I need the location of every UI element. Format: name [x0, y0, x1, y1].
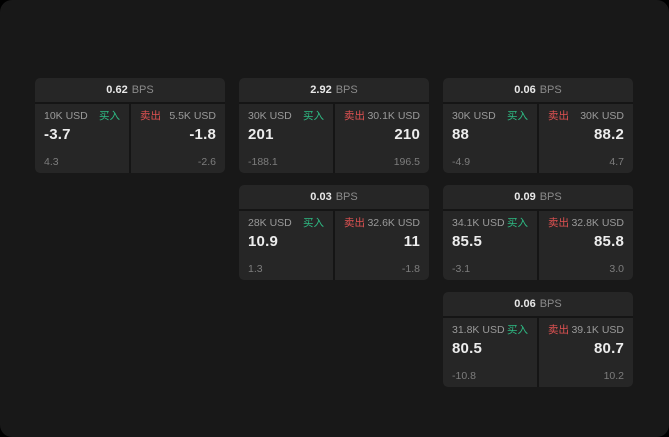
sell-amount: 32.6K USD — [367, 217, 420, 229]
sell-panel[interactable]: 卖出 32.6K USD 11 -1.8 — [335, 211, 429, 280]
spread-header: 0.06 BPS — [443, 292, 633, 316]
quote-grid: 0.62 BPS 10K USD 买入 -3.7 4.3 卖出 5.5K USD… — [35, 78, 633, 387]
sell-amount: 30K USD — [580, 110, 624, 122]
sell-panel[interactable]: 卖出 39.1K USD 80.7 10.2 — [539, 318, 633, 387]
spread-unit: BPS — [335, 84, 358, 96]
buy-panel[interactable]: 28K USD 买入 10.9 1.3 — [239, 211, 333, 280]
buy-change: 4.3 — [44, 155, 59, 168]
sell-button[interactable]: 卖出 — [548, 110, 569, 122]
spread-unit: BPS — [539, 298, 562, 310]
buy-change: -4.9 — [452, 155, 471, 168]
spread-value: 0.06 — [514, 84, 536, 96]
quote-body: 10K USD 买入 -3.7 4.3 卖出 5.5K USD -1.8 -2.… — [35, 104, 225, 173]
quote-body: 31.8K USD 买入 80.5 -10.8 卖出 39.1K USD 80.… — [443, 318, 633, 387]
quote-card: 0.06 BPS 31.8K USD 买入 80.5 -10.8 卖出 39.1… — [443, 292, 633, 387]
buy-change: -3.1 — [452, 262, 471, 275]
sell-price: 85.8 — [594, 232, 624, 250]
sell-panel[interactable]: 卖出 5.5K USD -1.8 -2.6 — [131, 104, 225, 173]
sell-price: -1.8 — [189, 125, 216, 143]
quote-body: 30K USD 买入 88 -4.9 卖出 30K USD 88.2 4.7 — [443, 104, 633, 173]
buy-price: 88 — [452, 125, 470, 143]
sell-change: 4.7 — [609, 155, 624, 168]
quote-card: 0.09 BPS 34.1K USD 买入 85.5 -3.1 卖出 32.8K… — [443, 185, 633, 280]
buy-amount: 30K USD — [452, 110, 496, 122]
quote-card: 0.06 BPS 30K USD 买入 88 -4.9 卖出 30K USD 8… — [443, 78, 633, 173]
sell-button[interactable]: 卖出 — [140, 110, 161, 122]
buy-panel[interactable]: 31.8K USD 买入 80.5 -10.8 — [443, 318, 537, 387]
sell-button[interactable]: 卖出 — [344, 110, 365, 122]
sell-button[interactable]: 卖出 — [344, 217, 365, 229]
buy-panel[interactable]: 10K USD 买入 -3.7 4.3 — [35, 104, 129, 173]
sell-panel[interactable]: 卖出 30K USD 88.2 4.7 — [539, 104, 633, 173]
buy-price: 201 — [248, 125, 274, 143]
spread-value: 0.09 — [514, 191, 536, 203]
sell-change: -2.6 — [197, 155, 216, 168]
sell-amount: 39.1K USD — [571, 324, 624, 336]
sell-change: 196.5 — [393, 155, 420, 168]
sell-amount: 30.1K USD — [367, 110, 420, 122]
buy-panel[interactable]: 34.1K USD 买入 85.5 -3.1 — [443, 211, 537, 280]
spread-unit: BPS — [131, 84, 154, 96]
buy-panel[interactable]: 30K USD 买入 201 -188.1 — [239, 104, 333, 173]
buy-change: -10.8 — [452, 369, 476, 382]
sell-panel[interactable]: 卖出 30.1K USD 210 196.5 — [335, 104, 429, 173]
buy-price: -3.7 — [44, 125, 71, 143]
quote-card: 2.92 BPS 30K USD 买入 201 -188.1 卖出 30.1K … — [239, 78, 429, 173]
sell-amount: 32.8K USD — [571, 217, 624, 229]
buy-price: 10.9 — [248, 232, 278, 250]
spread-header: 0.03 BPS — [239, 185, 429, 209]
quote-card: 0.03 BPS 28K USD 买入 10.9 1.3 卖出 32.6K US… — [239, 185, 429, 280]
sell-panel[interactable]: 卖出 32.8K USD 85.8 3.0 — [539, 211, 633, 280]
spread-header: 0.06 BPS — [443, 78, 633, 102]
buy-button[interactable]: 买入 — [99, 110, 120, 122]
quote-body: 30K USD 买入 201 -188.1 卖出 30.1K USD 210 1… — [239, 104, 429, 173]
buy-button[interactable]: 买入 — [507, 324, 528, 336]
buy-amount: 31.8K USD — [452, 324, 505, 336]
sell-amount: 5.5K USD — [169, 110, 216, 122]
spread-value: 0.03 — [310, 191, 332, 203]
spread-unit: BPS — [539, 191, 562, 203]
buy-price: 85.5 — [452, 232, 482, 250]
buy-amount: 30K USD — [248, 110, 292, 122]
spread-header: 0.62 BPS — [35, 78, 225, 102]
spread-value: 0.62 — [106, 84, 128, 96]
sell-price: 80.7 — [594, 339, 624, 357]
spread-unit: BPS — [335, 191, 358, 203]
quote-body: 34.1K USD 买入 85.5 -3.1 卖出 32.8K USD 85.8… — [443, 211, 633, 280]
spread-header: 0.09 BPS — [443, 185, 633, 209]
buy-panel[interactable]: 30K USD 买入 88 -4.9 — [443, 104, 537, 173]
sell-price: 88.2 — [594, 125, 624, 143]
buy-change: -188.1 — [248, 155, 278, 168]
sell-change: 10.2 — [603, 369, 624, 382]
sell-change: -1.8 — [401, 262, 420, 275]
spread-value: 2.92 — [310, 84, 332, 96]
sell-change: 3.0 — [609, 262, 624, 275]
spread-header: 2.92 BPS — [239, 78, 429, 102]
buy-change: 1.3 — [248, 262, 263, 275]
quote-body: 28K USD 买入 10.9 1.3 卖出 32.6K USD 11 -1.8 — [239, 211, 429, 280]
buy-button[interactable]: 买入 — [507, 217, 528, 229]
sell-button[interactable]: 卖出 — [548, 324, 569, 336]
buy-button[interactable]: 买入 — [303, 217, 324, 229]
spread-unit: BPS — [539, 84, 562, 96]
buy-button[interactable]: 买入 — [303, 110, 324, 122]
sell-price: 11 — [403, 232, 420, 250]
buy-button[interactable]: 买入 — [507, 110, 528, 122]
buy-amount: 34.1K USD — [452, 217, 505, 229]
buy-amount: 10K USD — [44, 110, 88, 122]
buy-price: 80.5 — [452, 339, 482, 357]
sell-button[interactable]: 卖出 — [548, 217, 569, 229]
spread-value: 0.06 — [514, 298, 536, 310]
sell-price: 210 — [394, 125, 420, 143]
buy-amount: 28K USD — [248, 217, 292, 229]
quote-card: 0.62 BPS 10K USD 买入 -3.7 4.3 卖出 5.5K USD… — [35, 78, 225, 173]
